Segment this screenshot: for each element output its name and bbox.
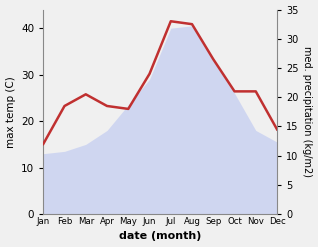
X-axis label: date (month): date (month) — [119, 231, 201, 242]
Y-axis label: max temp (C): max temp (C) — [5, 76, 16, 148]
Y-axis label: med. precipitation (kg/m2): med. precipitation (kg/m2) — [302, 46, 313, 177]
